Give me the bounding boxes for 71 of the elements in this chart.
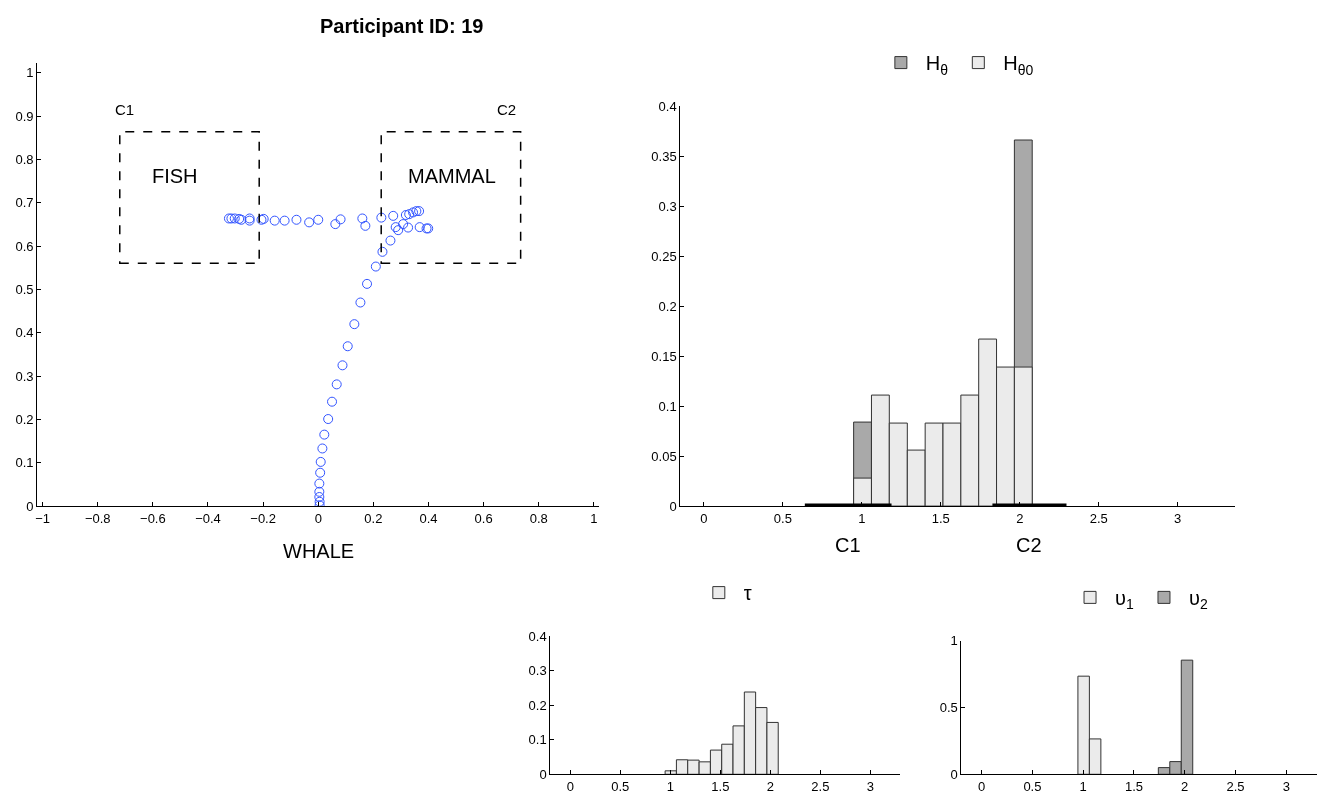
y-tick-label: 1 — [950, 633, 958, 649]
x-tick-label: −0.6 — [140, 510, 166, 526]
x-tick-label: 0.6 — [474, 510, 493, 526]
x-tick-label: 0.2 — [364, 510, 383, 526]
y-tick-label: 0.4 — [658, 98, 677, 114]
annotation: C2 — [1016, 534, 1042, 556]
x-tick-label: 2.5 — [1089, 510, 1108, 526]
x-tick-label: 3 — [1174, 510, 1182, 526]
y-tick-label: 0.2 — [15, 412, 34, 428]
x-tick-label: 0 — [978, 778, 986, 794]
y-tick-label: 0.5 — [15, 282, 34, 298]
y-tick-label: 0.25 — [651, 248, 677, 264]
y-tick-label: 0 — [950, 766, 958, 782]
legend-label: H$_{θ0}$ — [1003, 52, 1034, 78]
y-tick-label: 0.5 — [939, 700, 958, 716]
x-tick-label: 1.5 — [931, 510, 950, 526]
x-tick-label: −0.2 — [250, 510, 276, 526]
y-tick-label: 0 — [26, 498, 34, 514]
x-tick-label: 2.5 — [811, 778, 830, 794]
y-tick-label: 0.3 — [658, 198, 677, 214]
y-tick-label: 1 — [26, 65, 34, 81]
y-tick-label: 0.6 — [15, 238, 34, 254]
legend-label: τ — [743, 582, 752, 605]
annotation: FISH — [152, 165, 198, 187]
y-tick-label: 0.4 — [15, 325, 34, 341]
y-tick-label: 0.35 — [651, 148, 677, 164]
x-tick-label: 0 — [566, 778, 574, 794]
y-tick-label: 0.3 — [15, 368, 34, 384]
y-tick-label: 0.4 — [528, 628, 547, 644]
legend-label: H$_{θ}$ — [925, 52, 949, 78]
x-tick-label: 1 — [858, 510, 866, 526]
x-tick-label: 0.5 — [611, 778, 630, 794]
annotation: C2 — [497, 101, 517, 118]
y-tick-label: 0 — [539, 766, 547, 782]
y-tick-label: 0.1 — [15, 455, 34, 471]
y-tick-label: 0.9 — [15, 108, 34, 124]
x-tick-label: 0.5 — [773, 510, 792, 526]
chart-title: Participant ID: 19 — [320, 15, 484, 37]
x-tick-label: 1.5 — [1124, 778, 1143, 794]
y-tick-label: 0.7 — [15, 195, 34, 211]
y-tick-label: 0.2 — [528, 697, 547, 713]
x-tick-label: 1 — [1079, 778, 1087, 794]
x-tick-label: 2 — [766, 778, 774, 794]
x-tick-label: −0.4 — [195, 510, 221, 526]
annotation: C1 — [115, 101, 135, 118]
x-tick-label: 3 — [866, 778, 874, 794]
x-tick-label: 0.5 — [1023, 778, 1042, 794]
x-tick-label: 0 — [314, 510, 322, 526]
x-tick-label: 0 — [700, 510, 708, 526]
y-tick-label: 0 — [669, 498, 677, 514]
x-tick-label: 2.5 — [1226, 778, 1245, 794]
y-tick-label: 0.1 — [528, 732, 547, 748]
x-tick-label: 1.5 — [711, 778, 730, 794]
y-tick-label: 0.05 — [651, 448, 677, 464]
annotation: C1 — [835, 534, 861, 556]
y-tick-label: 0.1 — [658, 398, 677, 414]
x-tick-label: 3 — [1282, 778, 1290, 794]
y-tick-label: 0.15 — [651, 348, 677, 364]
x-axis-title: WHALE — [283, 540, 355, 562]
x-tick-label: 2 — [1016, 510, 1024, 526]
x-tick-label: 2 — [1181, 778, 1189, 794]
x-tick-label: −1 — [35, 510, 51, 526]
x-tick-label: 0.4 — [419, 510, 438, 526]
y-tick-label: 0.2 — [658, 298, 677, 314]
legend-label: υ$_{1}$ — [1115, 587, 1134, 613]
y-tick-label: 0.3 — [528, 663, 547, 679]
y-tick-label: 0.8 — [15, 152, 34, 168]
x-tick-label: −0.8 — [84, 510, 111, 526]
x-tick-label: 1 — [590, 510, 598, 526]
annotation: MAMMAL — [408, 165, 496, 187]
legend-label: υ$_{2}$ — [1188, 587, 1208, 613]
